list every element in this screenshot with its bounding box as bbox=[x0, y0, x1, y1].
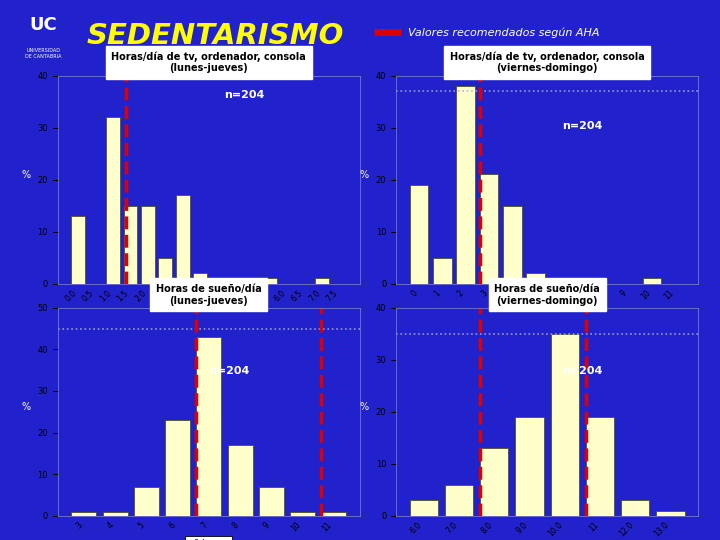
Bar bbox=[290, 511, 315, 516]
Bar bbox=[516, 417, 544, 516]
Title: Horas de sueño/día
(viernes-domingo): Horas de sueño/día (viernes-domingo) bbox=[495, 284, 600, 306]
Text: Valores recomendados según AHA: Valores recomendados según AHA bbox=[408, 27, 600, 38]
Bar bbox=[321, 511, 346, 516]
Bar bbox=[258, 487, 284, 516]
Text: n=204: n=204 bbox=[209, 366, 249, 376]
Text: UC: UC bbox=[30, 16, 57, 34]
Bar bbox=[106, 117, 120, 284]
Bar bbox=[643, 278, 662, 284]
Title: Horas de sueño/día
(lunes-jueves): Horas de sueño/día (lunes-jueves) bbox=[156, 284, 261, 306]
Bar bbox=[228, 278, 242, 284]
Bar bbox=[246, 278, 259, 284]
Bar bbox=[433, 258, 451, 284]
Bar bbox=[551, 334, 579, 516]
X-axis label: nº horas: nº horas bbox=[526, 307, 568, 317]
Bar bbox=[445, 484, 473, 516]
Bar bbox=[573, 278, 591, 284]
Text: UNIVERSIDAD
DE CANTABRIA: UNIVERSIDAD DE CANTABRIA bbox=[25, 49, 61, 59]
Text: SEDENTARISMO: SEDENTARISMO bbox=[86, 23, 343, 50]
Bar bbox=[210, 278, 225, 284]
Bar bbox=[410, 185, 428, 284]
Bar bbox=[480, 174, 498, 284]
Y-axis label: %: % bbox=[360, 170, 369, 179]
Y-axis label: %: % bbox=[22, 402, 31, 411]
Bar bbox=[165, 420, 190, 516]
Title: Horas/día de tv, ordenador, consola
(lunes-jueves): Horas/día de tv, ordenador, consola (lun… bbox=[112, 51, 306, 73]
Bar bbox=[124, 206, 138, 284]
Bar bbox=[526, 273, 545, 284]
Bar bbox=[193, 273, 207, 284]
Bar bbox=[586, 417, 614, 516]
Bar bbox=[480, 448, 508, 516]
Text: n=204: n=204 bbox=[224, 90, 264, 100]
Bar bbox=[657, 510, 685, 516]
X-axis label: nº horas: nº horas bbox=[188, 539, 230, 540]
Bar bbox=[503, 206, 521, 284]
Bar bbox=[134, 487, 159, 516]
Bar bbox=[456, 86, 475, 284]
Bar bbox=[102, 511, 127, 516]
Bar bbox=[263, 278, 276, 284]
Y-axis label: %: % bbox=[22, 170, 31, 179]
Y-axis label: %: % bbox=[360, 402, 369, 411]
Bar bbox=[71, 511, 96, 516]
Bar bbox=[410, 500, 438, 516]
Bar bbox=[158, 258, 172, 284]
Bar bbox=[315, 278, 329, 284]
Bar bbox=[621, 500, 649, 516]
X-axis label: nº horas: nº horas bbox=[188, 309, 230, 319]
Bar bbox=[176, 195, 189, 284]
Bar bbox=[141, 206, 155, 284]
Text: n=204: n=204 bbox=[562, 366, 603, 376]
Title: Horas/día de tv, ordenador, consola
(viernes-domingo): Horas/día de tv, ordenador, consola (vie… bbox=[450, 51, 644, 73]
Bar bbox=[71, 216, 85, 284]
Text: n=204: n=204 bbox=[562, 122, 603, 131]
Bar bbox=[228, 445, 253, 516]
Bar bbox=[197, 337, 221, 516]
